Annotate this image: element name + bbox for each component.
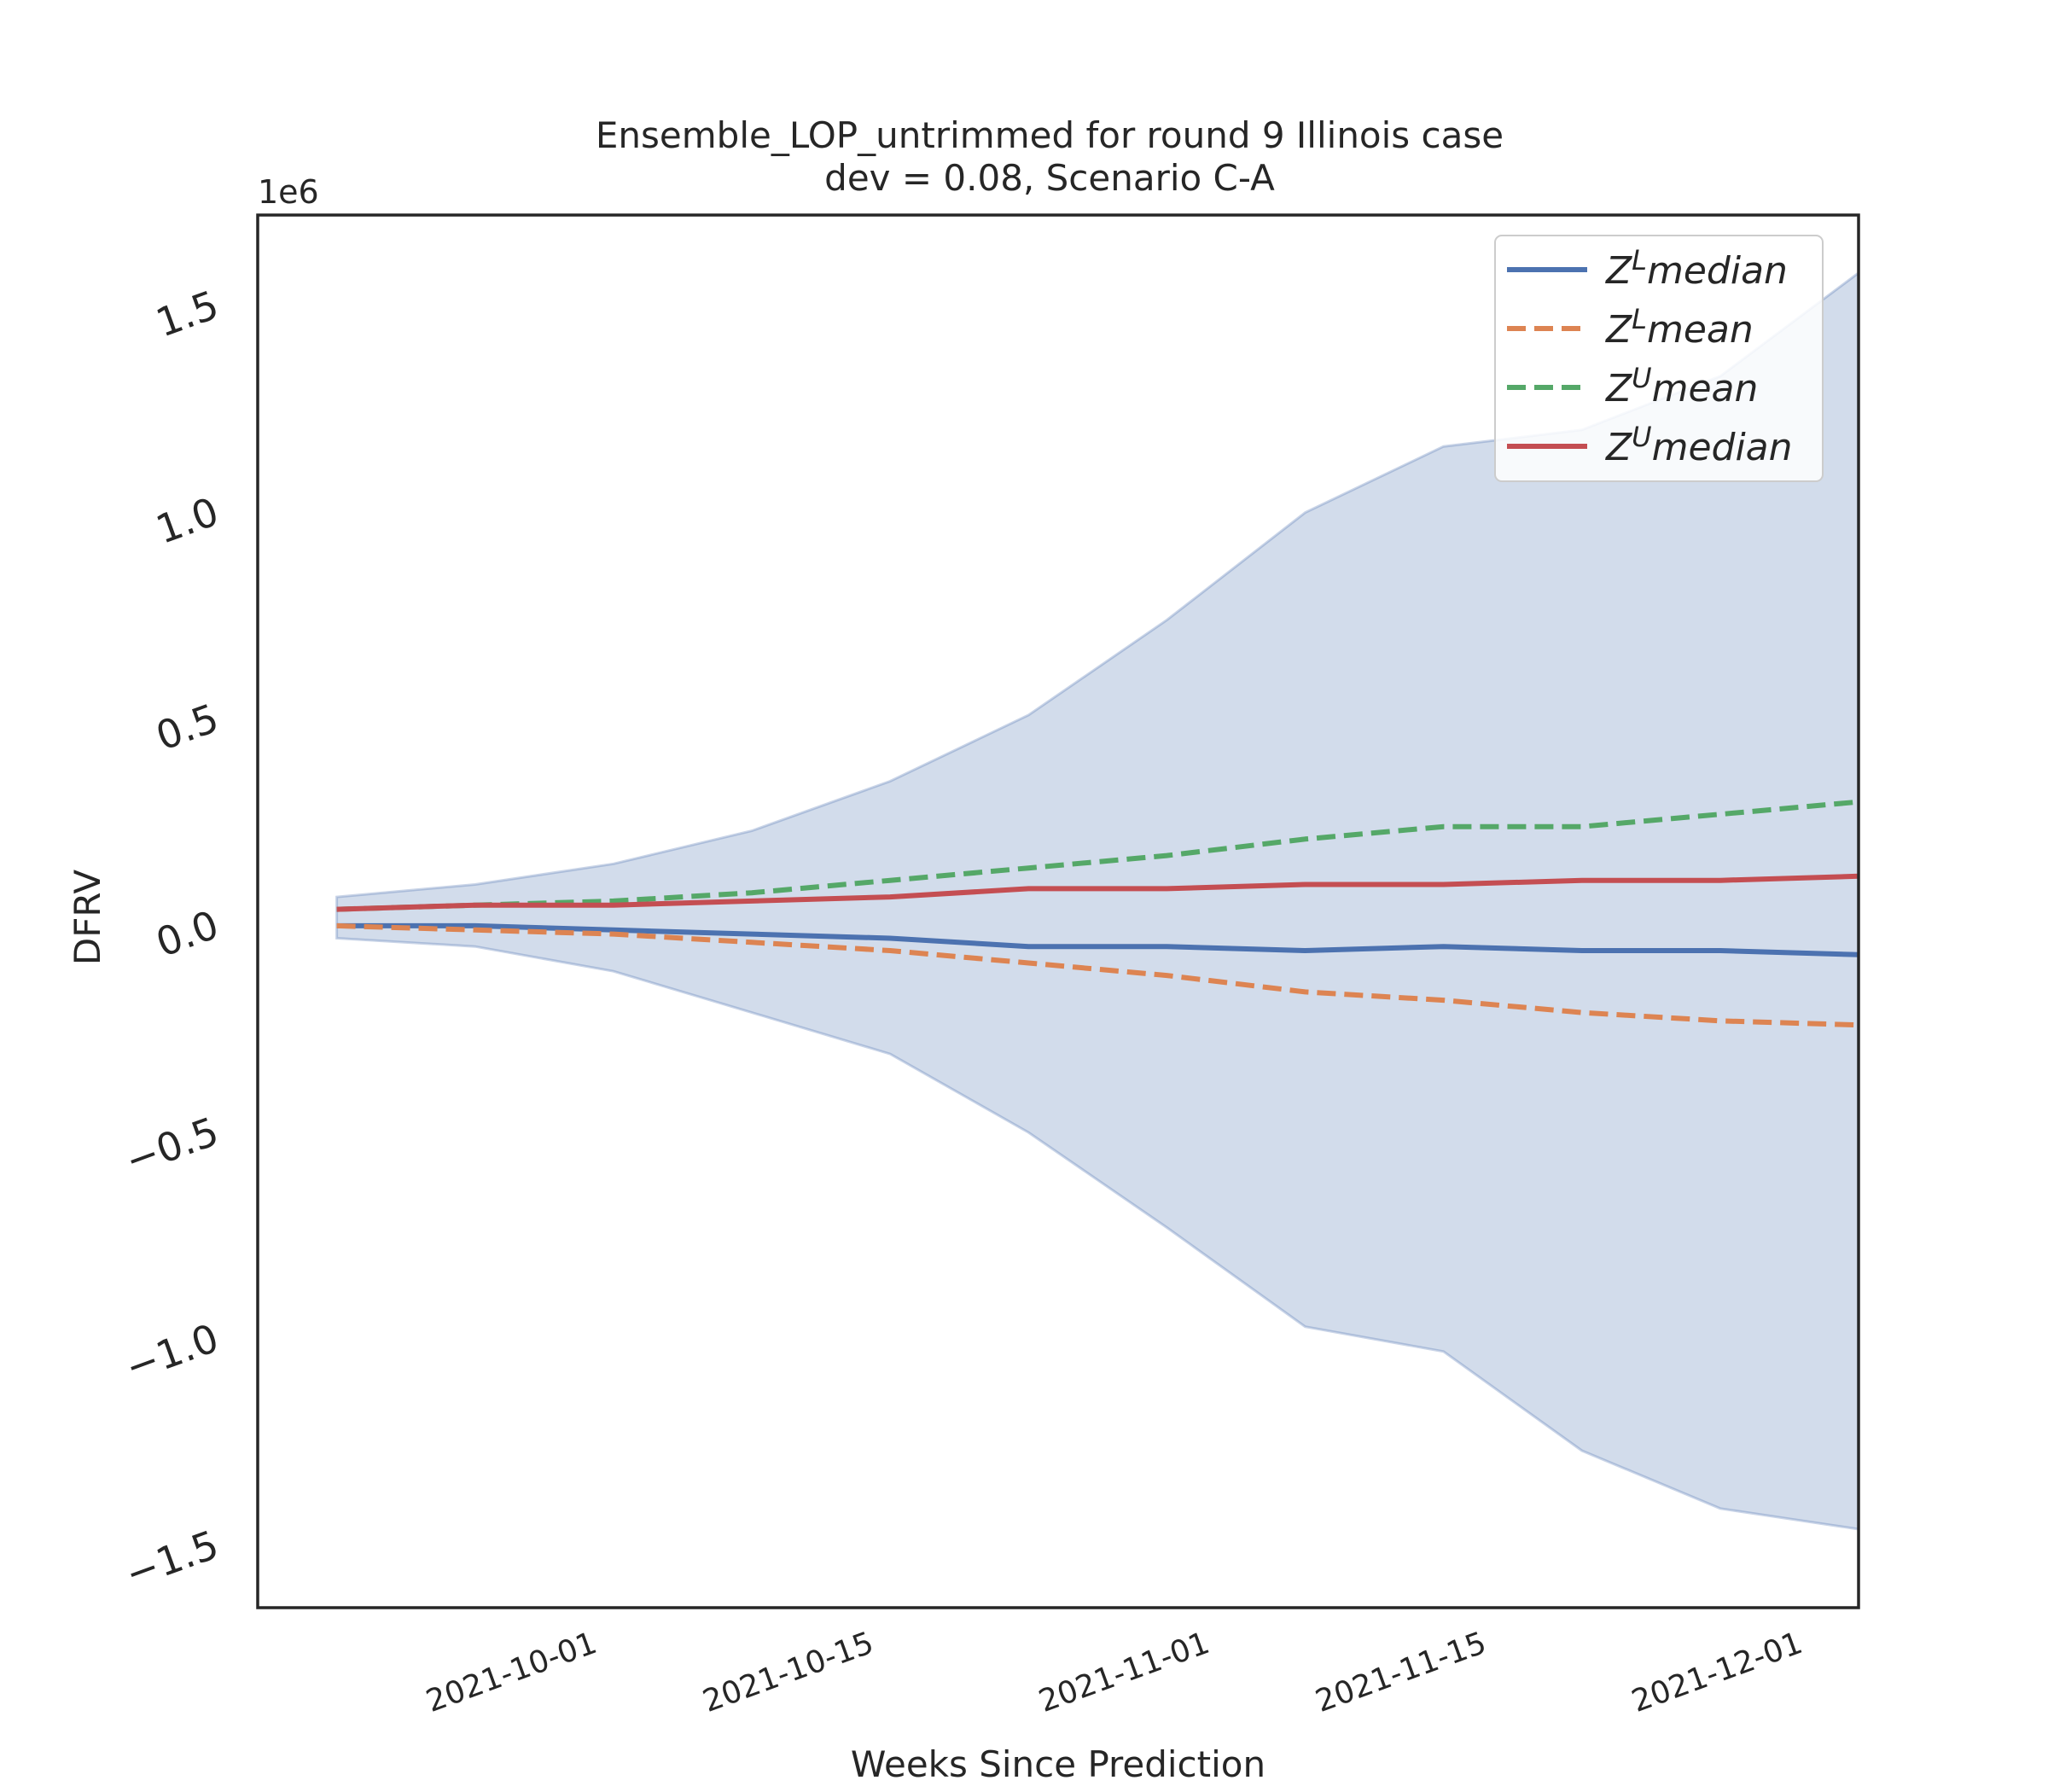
x-axis-label: Weeks Since Prediction [851, 1743, 1265, 1785]
series-line-0 [336, 922, 1859, 957]
y-axis-label: DFRV [67, 870, 108, 965]
legend-label-base: Z [1605, 308, 1632, 352]
y-tick-label: 0.5 [150, 695, 224, 759]
y-tick-label: −1.0 [119, 1315, 224, 1391]
legend-label-sup: U [1632, 362, 1651, 394]
chart-subtitle: dev = 0.08, Scenario C-A [824, 157, 1275, 199]
chart-title: Ensemble_LOP_untrimmed for round 9 Illin… [596, 114, 1504, 156]
legend-label-rest: median [1652, 426, 1793, 469]
series-line-2 [336, 799, 1859, 912]
legend-label: ZUmedian [1605, 421, 1793, 469]
legend-label: ZUmean [1605, 362, 1758, 410]
legend-label: ZLmedian [1605, 244, 1788, 293]
legend-label-sup: L [1632, 303, 1647, 335]
legend-label-sup: L [1632, 244, 1647, 276]
y-axis-ticks: −1.5 −1.0 −0.5 0.0 0.5 1.0 1.5 [119, 282, 224, 1597]
x-tick-label: 2021-11-15 [1311, 1626, 1491, 1719]
x-axis-ticks: 2021-10-01 2021-10-15 2021-11-01 2021-11-15… [422, 1626, 1807, 1719]
legend-label-rest: mean [1647, 308, 1754, 352]
x-tick-label: 2021-10-15 [698, 1626, 878, 1719]
plot-area [335, 270, 1860, 1531]
x-tick-label: 2021-11-01 [1034, 1626, 1214, 1719]
legend-label-base: Z [1605, 426, 1632, 469]
legend-label-rest: mean [1652, 367, 1759, 410]
series-line-3 [336, 873, 1859, 912]
y-tick-label: −1.5 [119, 1521, 224, 1597]
x-tick-label: 2021-10-01 [422, 1626, 602, 1719]
series-line-1 [336, 922, 1859, 1028]
legend-label-rest: median [1647, 249, 1788, 293]
legend-label-base: Z [1605, 249, 1632, 293]
y-tick-label: 1.5 [150, 282, 224, 346]
y-tick-label: 1.0 [150, 488, 224, 553]
y-tick-label: 0.0 [150, 901, 224, 966]
plot-frame [256, 213, 1860, 1609]
legend-box [1494, 235, 1824, 482]
x-tick-label: 2021-12-01 [1627, 1626, 1807, 1719]
legend-label: ZLmean [1605, 303, 1754, 352]
legend-label-sup: U [1632, 421, 1651, 453]
legend-label-base: Z [1605, 367, 1632, 410]
y-tick-label: −0.5 [119, 1108, 224, 1184]
y-axis-offset-label: 1e6 [258, 173, 319, 211]
